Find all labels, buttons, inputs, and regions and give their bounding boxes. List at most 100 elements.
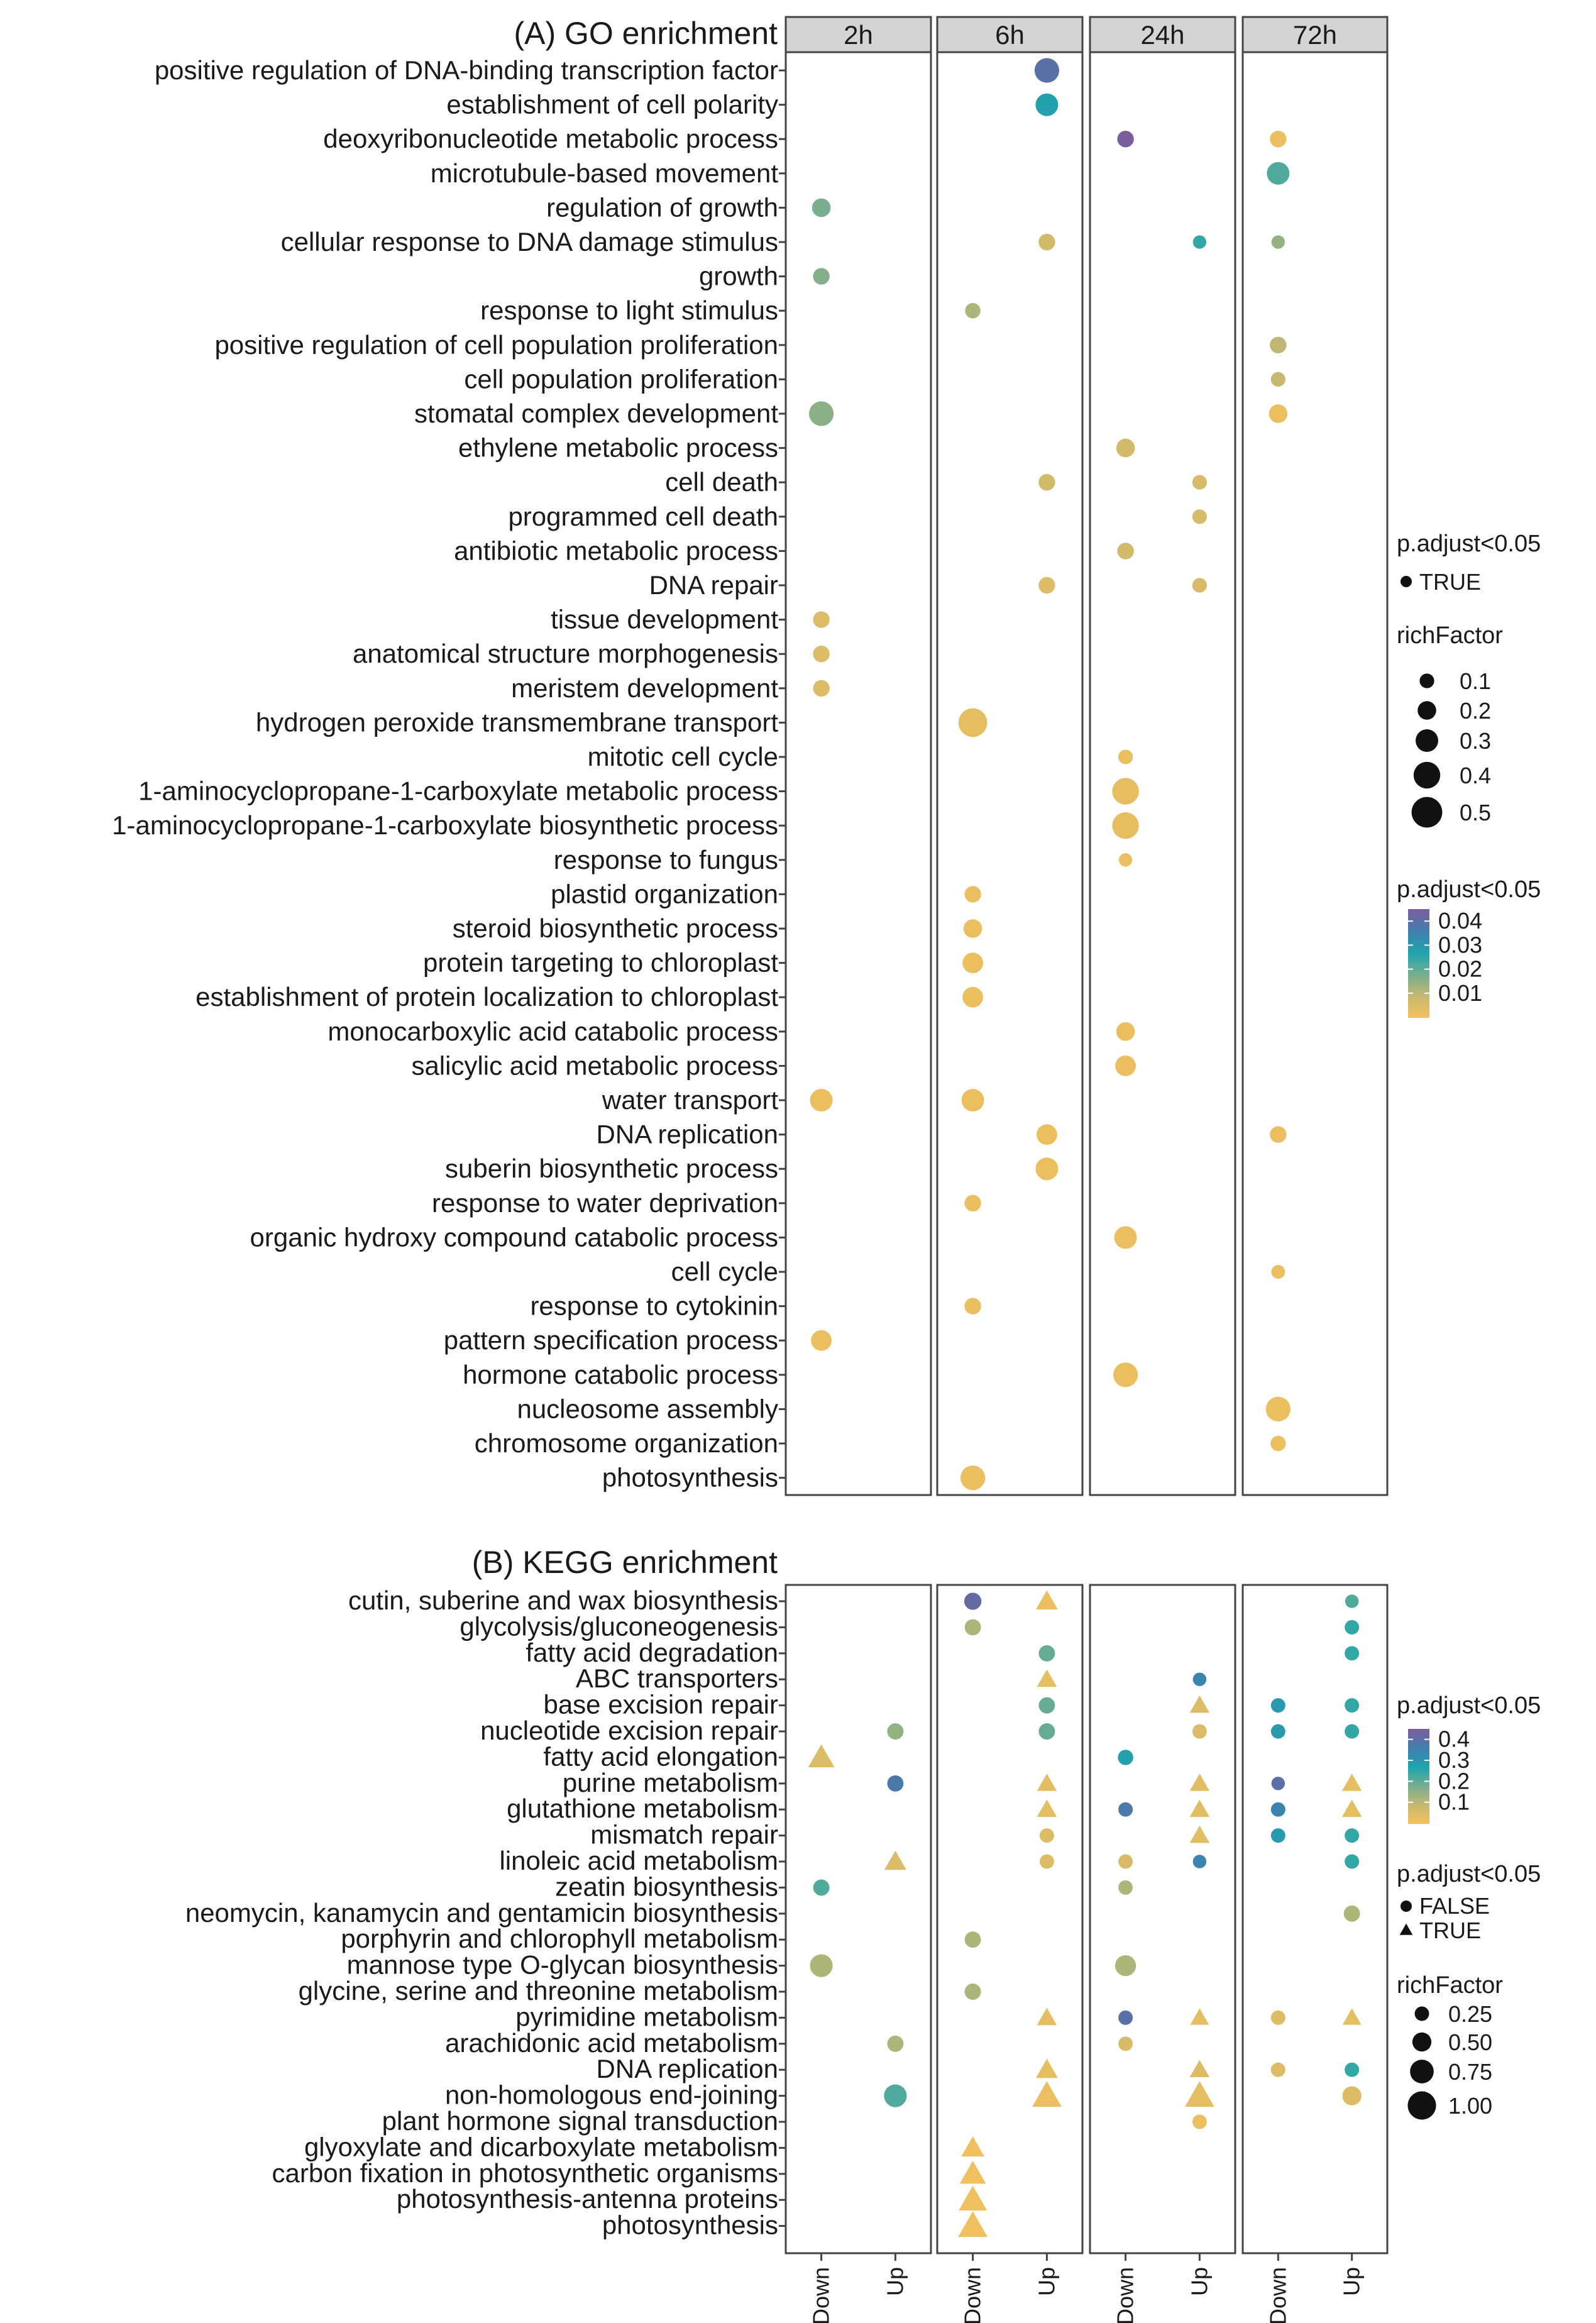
kegg-point-circle (1343, 1905, 1360, 1922)
kegg-panel-title: (B) KEGG enrichment (472, 1545, 778, 1580)
go-term-label: photosynthesis (602, 1463, 778, 1493)
kegg-legend-colorbar-segment (1408, 1745, 1429, 1748)
kegg-term-label: DNA replication (597, 2054, 778, 2083)
go-term-label: cell population proliferation (464, 364, 778, 394)
go-term-label: cellular response to DNA damage stimulus (281, 227, 778, 257)
go-strip-2h (784, 16, 932, 53)
go-panel-title: (A) GO enrichment (514, 16, 778, 51)
go-point-circle (1270, 336, 1287, 353)
kegg-legend-colorbar-segment (1408, 1757, 1429, 1760)
kegg-point-triangle (959, 2160, 986, 2184)
go-term-label: mitotic cell cycle (588, 742, 778, 771)
kegg-legend-colorbar-segment (1408, 1821, 1429, 1824)
kegg-point-circle (1192, 1855, 1207, 1868)
go-legend-colorbar-segment (1408, 990, 1429, 994)
kegg-legend-colorbar-segment (1408, 1748, 1429, 1751)
kegg-point-circle (887, 2035, 904, 2052)
go-term-label: deoxyribonucleotide metabolic process (323, 124, 778, 153)
kegg-term-label: zeatin biosynthesis (555, 1872, 778, 1901)
kegg-point-circle (1342, 2086, 1362, 2105)
kegg-term-label: glycolysis/gluconeogenesis (460, 1611, 778, 1641)
go-point-circle (1270, 1126, 1287, 1143)
kegg-point-circle (1270, 2062, 1285, 2077)
go-legend-size-label: 0.2 (1460, 698, 1491, 724)
kegg-x-tick-label: Up (1339, 2267, 1365, 2296)
kegg-point-circle (1118, 1750, 1133, 1765)
kegg-legend-colorbar-segment (1408, 1755, 1429, 1758)
go-legend-shape-key (1401, 576, 1412, 587)
kegg-point-circle (1039, 1828, 1054, 1843)
kegg-point-triangle (1185, 2081, 1214, 2107)
kegg-point-circle (964, 1984, 981, 2000)
kegg-legend-colorbar-segment (1408, 1806, 1429, 1810)
go-term-label: salicylic acid metabolic process (411, 1051, 778, 1080)
kegg-term-label: plant hormone signal transduction (382, 2106, 778, 2136)
go-point-circle (813, 646, 830, 663)
go-legend-size-key (1417, 701, 1436, 720)
go-point-circle (813, 611, 830, 628)
kegg-legend-colorbar-segment (1408, 1767, 1429, 1770)
kegg-legend-colorbar-segment (1408, 1780, 1429, 1784)
kegg-legend-colorbar-segment (1408, 1778, 1429, 1782)
kegg-point-circle (1345, 2062, 1360, 2077)
kegg-term-label: pyrimidine metabolism (515, 2002, 778, 2031)
kegg-legend-colorbar-segment (1408, 1762, 1429, 1765)
kegg-legend-colorbar-segment (1408, 1733, 1429, 1737)
go-strip-label-24h: 24h (1140, 20, 1184, 50)
kegg-point-triangle (1189, 1799, 1210, 1818)
go-term-label: positive regulation of DNA-binding trans… (155, 55, 778, 85)
kegg-legend-colorbar-segment (1408, 1804, 1429, 1807)
go-legend-colorbar-segment (1408, 966, 1429, 969)
go-legend-colorbar-segment (1408, 985, 1429, 988)
go-legend-colorbar-segment (1408, 939, 1429, 942)
go-point-circle (1112, 812, 1139, 839)
kegg-legend-size-label: 0.25 (1448, 2001, 1492, 2027)
go-legend-color-title: p.adjust<0.05 (1397, 876, 1541, 903)
go-legend-colorbar-tick-label: 0.01 (1438, 980, 1482, 1006)
kegg-legend-shape-key-circle (1401, 1901, 1412, 1912)
kegg-term-label: arachidonic acid metabolism (445, 2028, 778, 2058)
kegg-point-triangle (1190, 2008, 1209, 2025)
kegg-point-circle (1345, 1724, 1360, 1739)
go-panel-frame-2h (784, 51, 932, 1496)
go-point-circle (1112, 778, 1139, 805)
kegg-point-triangle (961, 2136, 984, 2157)
go-legend-colorbar-segment (1408, 960, 1429, 964)
kegg-point-circle (1118, 2010, 1133, 2025)
go-points (808, 58, 1291, 1491)
go-legend-colorbar-segment (1408, 925, 1429, 929)
kegg-point-circle (1192, 2114, 1207, 2129)
kegg-term-label: cutin, suberine and wax biosynthesis (348, 1586, 778, 1615)
go-term-label: response to cytokinin (530, 1291, 778, 1321)
go-term-label: growth (699, 262, 778, 291)
go-point-circle (961, 1089, 984, 1112)
kegg-point-circle (1192, 1724, 1207, 1739)
go-point-circle (1118, 853, 1133, 867)
kegg-term-label: neomycin, kanamycin and gentamicin biosy… (185, 1898, 778, 1928)
go-term-label: nucleosome assembly (517, 1394, 778, 1423)
go-legend-colorbar-segment (1408, 976, 1429, 980)
go-legend-colorbar-segment (1408, 1001, 1429, 1005)
kegg-point-circle (1118, 1802, 1133, 1817)
go-legend-colorbar-segment (1408, 949, 1429, 953)
go-term-label: steroid biosynthetic process (453, 913, 778, 943)
kegg-legend-colorbar-segment (1408, 1774, 1429, 1777)
kegg-point-triangle (1037, 1799, 1057, 1818)
kegg-point-circle (813, 1879, 830, 1896)
go-term-label: ethylene metabolic process (458, 433, 778, 463)
kegg-term-label: non-homologous end-joining (445, 2080, 778, 2110)
go-term-label: establishment of cell polarity (446, 90, 778, 119)
go-term-label: cell cycle (671, 1257, 778, 1286)
kegg-legend-colorbar-segment (1408, 1740, 1429, 1744)
kegg-panel-frame-6h (936, 1584, 1084, 2254)
kegg-legend-colorbar-segment (1408, 1752, 1429, 1756)
kegg-point-circle (1270, 1724, 1285, 1739)
kegg-legend-shape-label: FALSE (1419, 1893, 1490, 1919)
kegg-enrichment-panel: Down Up Down Up Down Up Down Up cutin, suberine … (185, 1584, 1389, 2323)
kegg-point-circle (1270, 1828, 1285, 1843)
go-y-axis: positive regulation of DNA-binding trans… (112, 55, 786, 1493)
go-legend-colorbar-segment (1408, 1006, 1429, 1010)
go-legend-shape-label: TRUE (1419, 569, 1481, 595)
go-legend-colorbar-segment (1408, 957, 1429, 961)
